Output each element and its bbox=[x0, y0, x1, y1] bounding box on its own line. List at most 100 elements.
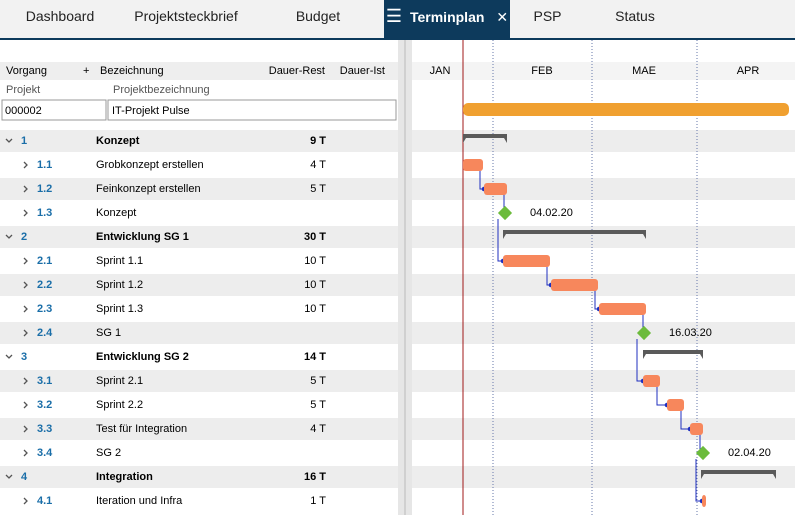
task-bar[interactable] bbox=[643, 375, 660, 387]
expand-icon[interactable] bbox=[23, 161, 28, 169]
gantt-row-bg bbox=[412, 226, 795, 248]
project-label: Projekt bbox=[6, 84, 40, 96]
tab-bar: Dashboard Projektsteckbrief Budget ☰ Terminp… bbox=[0, 0, 795, 38]
row-name: Integration bbox=[96, 471, 153, 483]
tab[interactable]: Budget bbox=[252, 0, 384, 38]
row-name: Entwicklung SG 1 bbox=[96, 231, 189, 243]
expand-icon[interactable] bbox=[5, 354, 13, 359]
project-id-field[interactable] bbox=[1, 99, 107, 121]
expand-icon[interactable] bbox=[23, 185, 28, 193]
row-id: 1.2 bbox=[37, 183, 52, 195]
row-id: 2.2 bbox=[37, 279, 52, 291]
add-icon[interactable]: + bbox=[83, 65, 89, 77]
row-name: Entwicklung SG 2 bbox=[96, 351, 189, 363]
tab[interactable]: PSP bbox=[510, 0, 585, 38]
row-id: 2.4 bbox=[37, 327, 53, 339]
row-id: 3.1 bbox=[37, 375, 52, 387]
row-name: Konzept bbox=[96, 135, 140, 147]
row-id: 3.3 bbox=[37, 423, 52, 435]
row-name: Iteration und Infra bbox=[96, 495, 183, 507]
gantt-row-bg bbox=[412, 322, 795, 344]
row-id: 2.1 bbox=[37, 255, 52, 267]
tab-label: Dashboard bbox=[25, 8, 95, 24]
row-duration: 10 T bbox=[304, 255, 326, 267]
close-icon[interactable]: ✕ bbox=[496, 9, 509, 25]
milestone bbox=[695, 445, 711, 461]
gantt-row-bg bbox=[412, 130, 795, 152]
project-name-field[interactable] bbox=[107, 99, 397, 121]
expand-icon[interactable] bbox=[23, 305, 28, 313]
task-bar[interactable] bbox=[463, 159, 483, 171]
row-bg bbox=[0, 322, 398, 344]
row-bg bbox=[0, 130, 398, 152]
row-name: SG 1 bbox=[96, 327, 121, 339]
task-bar[interactable] bbox=[484, 183, 507, 195]
gantt-row-bg bbox=[412, 418, 795, 440]
row-duration: 10 T bbox=[304, 303, 326, 315]
task-bar[interactable] bbox=[551, 279, 598, 291]
row-name: Konzept bbox=[96, 207, 136, 219]
expand-icon[interactable] bbox=[23, 425, 28, 433]
milestone-date: 02.04.20 bbox=[728, 447, 771, 459]
tab[interactable]: ☰ Terminplan ✕ bbox=[384, 0, 510, 38]
row-duration: 5 T bbox=[310, 399, 326, 411]
top-border bbox=[0, 38, 795, 40]
row-id: 3 bbox=[21, 351, 27, 363]
row-bg bbox=[0, 226, 398, 248]
expand-icon[interactable] bbox=[5, 234, 13, 239]
header-bg bbox=[0, 62, 398, 80]
expand-icon[interactable] bbox=[23, 209, 28, 217]
row-id: 4 bbox=[21, 471, 28, 483]
row-bg bbox=[0, 274, 398, 296]
tab[interactable]: Dashboard bbox=[0, 0, 120, 38]
row-duration: 5 T bbox=[310, 375, 326, 387]
month-label: MAE bbox=[632, 65, 656, 77]
row-name: Feinkonzept erstellen bbox=[96, 183, 201, 195]
tab-label: Status bbox=[615, 8, 655, 24]
expand-icon[interactable] bbox=[23, 329, 28, 337]
row-id: 4.1 bbox=[37, 495, 52, 507]
task-bar[interactable] bbox=[702, 495, 706, 507]
row-name: Sprint 2.1 bbox=[96, 375, 143, 387]
expand-icon[interactable] bbox=[5, 474, 13, 479]
expand-icon[interactable] bbox=[23, 449, 28, 457]
row-id: 2.3 bbox=[37, 303, 52, 315]
row-bg bbox=[0, 178, 398, 200]
month-label: APR bbox=[737, 65, 760, 77]
tab[interactable]: Status bbox=[585, 0, 685, 38]
expand-icon[interactable] bbox=[23, 377, 28, 385]
task-bar[interactable] bbox=[690, 423, 703, 435]
row-bg bbox=[0, 466, 398, 488]
tab-label: PSP bbox=[533, 8, 562, 24]
milestone-date: 16.03.20 bbox=[669, 327, 712, 339]
project-name-label: Projektbezeichnung bbox=[113, 84, 210, 96]
expand-icon[interactable] bbox=[5, 138, 13, 143]
row-name: Sprint 2.2 bbox=[96, 399, 143, 411]
gantt-row-bg bbox=[412, 274, 795, 296]
task-bar[interactable] bbox=[503, 255, 550, 267]
summary-bar bbox=[503, 230, 646, 239]
row-name: Sprint 1.2 bbox=[96, 279, 143, 291]
planner: Vorgang Bezeichnung Dauer-Rest Dauer-Ist + Pr… bbox=[0, 40, 795, 515]
row-duration: 30 T bbox=[304, 231, 326, 243]
row-bg bbox=[0, 418, 398, 440]
row-duration: 1 T bbox=[310, 495, 326, 507]
task-bar[interactable] bbox=[599, 303, 646, 315]
row-duration: 10 T bbox=[304, 279, 326, 291]
expand-icon[interactable] bbox=[23, 257, 28, 265]
menu-icon[interactable]: ☰ bbox=[385, 6, 402, 26]
expand-icon[interactable] bbox=[23, 401, 28, 409]
milestone-date: 04.02.20 bbox=[530, 207, 573, 219]
project-bar bbox=[463, 103, 789, 116]
row-duration: 4 T bbox=[310, 423, 326, 435]
expand-icon[interactable] bbox=[23, 281, 28, 289]
column-header: Dauer-Ist bbox=[340, 65, 385, 77]
tab-label: Projektsteckbrief bbox=[134, 8, 238, 24]
row-name: Sprint 1.1 bbox=[96, 255, 143, 267]
row-name: Grobkonzept erstellen bbox=[96, 159, 204, 171]
tab[interactable]: Projektsteckbrief bbox=[120, 0, 252, 38]
expand-icon[interactable] bbox=[23, 497, 28, 505]
dependency-line bbox=[680, 405, 690, 430]
task-bar[interactable] bbox=[667, 399, 684, 411]
